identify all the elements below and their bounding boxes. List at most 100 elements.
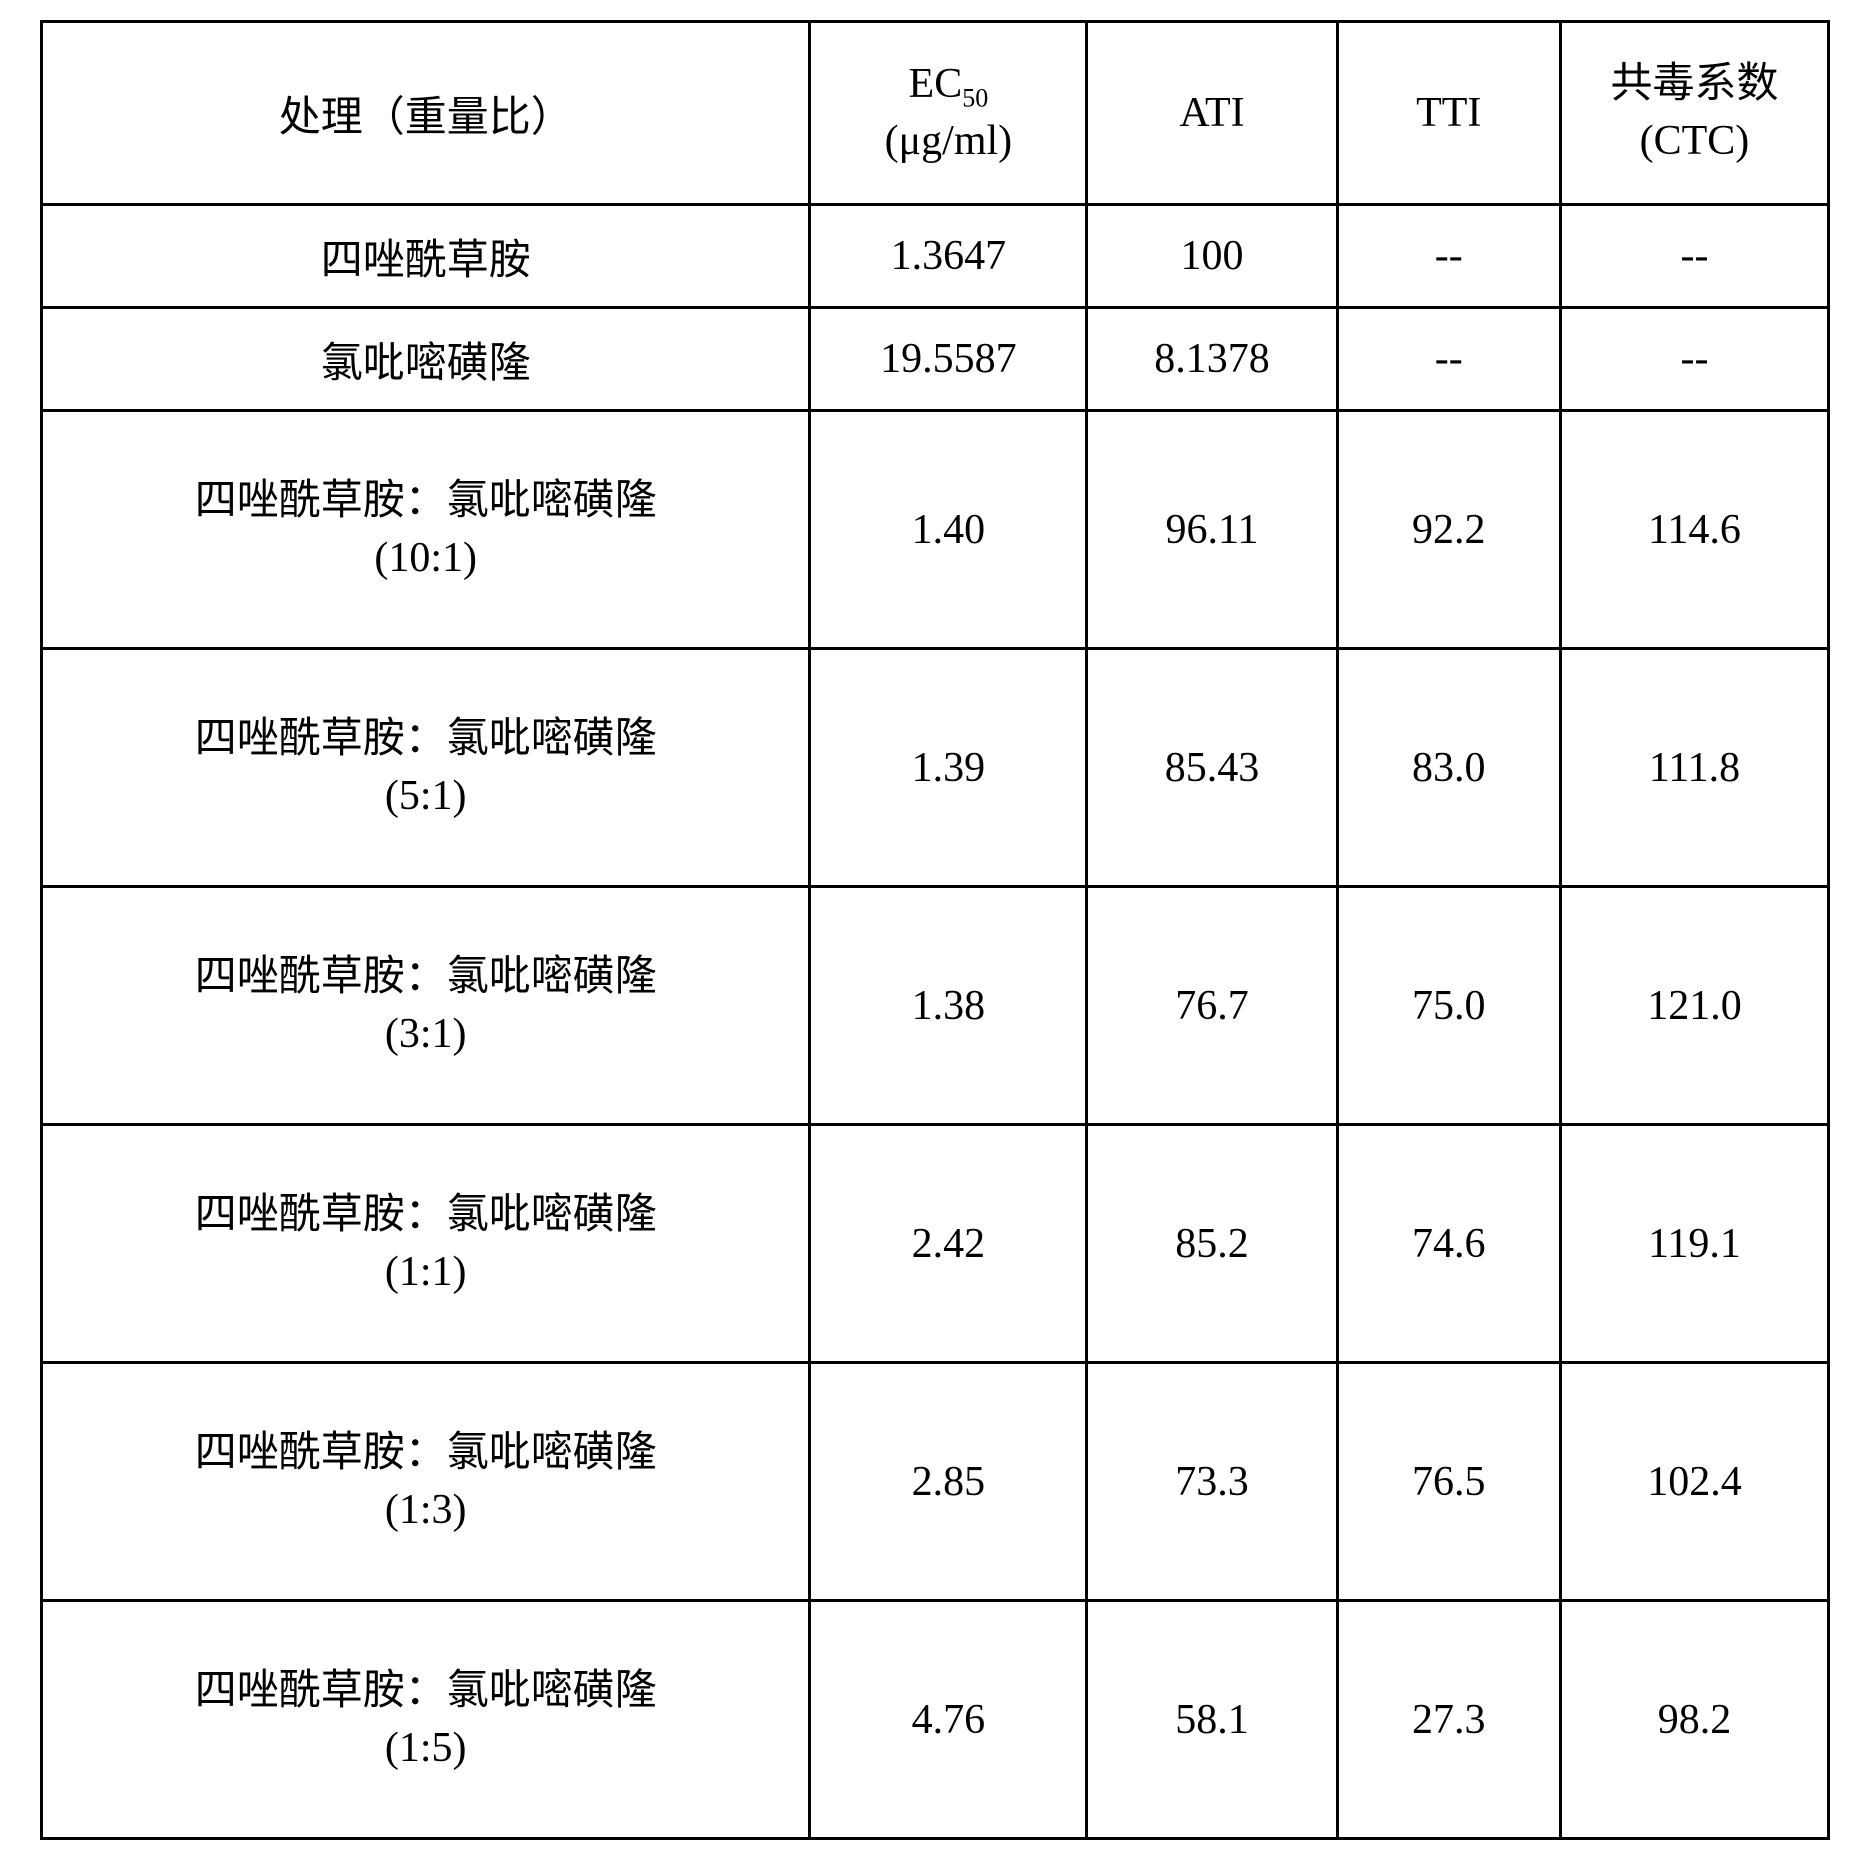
cell-ctc: 121.0 (1560, 887, 1828, 1125)
table-row: 四唑酰草胺 1.3647 100 -- -- (42, 205, 1829, 308)
cell-ctc: 102.4 (1560, 1363, 1828, 1601)
treatment-line1: 四唑酰草胺 (321, 226, 531, 287)
ati-value: 8.1378 (1154, 335, 1270, 383)
header-treatment-label: 处理（重量比） (279, 83, 573, 144)
cell-ec50: 2.42 (810, 1125, 1087, 1363)
ec50-value: 2.42 (912, 1220, 986, 1268)
table-row: 四唑酰草胺：氯吡嘧磺隆(3:1) 1.38 76.7 75.0 121.0 (42, 887, 1829, 1125)
treatment-line1: 四唑酰草胺：氯吡嘧磺隆 (195, 1425, 657, 1482)
ati-value: 100 (1180, 232, 1243, 280)
cell-ctc: -- (1560, 205, 1828, 308)
ec50-value: 1.3647 (891, 232, 1007, 280)
table-row: 四唑酰草胺：氯吡嘧磺隆(10:1) 1.40 96.11 92.2 114.6 (42, 411, 1829, 649)
cell-tti: 75.0 (1337, 887, 1560, 1125)
ec50-value: 1.39 (912, 744, 986, 792)
ec50-value: 19.5587 (880, 335, 1017, 383)
tti-value: -- (1435, 335, 1463, 383)
cell-tti: -- (1337, 308, 1560, 411)
cell-ec50: 4.76 (810, 1601, 1087, 1839)
ctc-value: 111.8 (1649, 744, 1740, 792)
page: 处理（重量比） EC50 (μg/ml) ATI TTI (0, 0, 1870, 1860)
treatment-line2: (1:1) (385, 1244, 467, 1301)
cell-ec50: 1.3647 (810, 205, 1087, 308)
cell-tti: 76.5 (1337, 1363, 1560, 1601)
cell-ati: 85.43 (1087, 649, 1337, 887)
cell-treatment: 四唑酰草胺：氯吡嘧磺隆(5:1) (42, 649, 810, 887)
cell-ati: 76.7 (1087, 887, 1337, 1125)
cell-tti: 83.0 (1337, 649, 1560, 887)
header-ec50-line1: EC50 (909, 56, 989, 113)
ec50-value: 2.85 (912, 1458, 986, 1506)
header-ec50-sub: 50 (962, 84, 988, 113)
cell-ec50: 1.38 (810, 887, 1087, 1125)
table-row: 四唑酰草胺：氯吡嘧磺隆(5:1) 1.39 85.43 83.0 111.8 (42, 649, 1829, 887)
ec50-value: 1.38 (912, 982, 986, 1030)
treatment-line1: 四唑酰草胺：氯吡嘧磺隆 (195, 949, 657, 1006)
cell-treatment: 四唑酰草胺：氯吡嘧磺隆(1:1) (42, 1125, 810, 1363)
table-row: 四唑酰草胺：氯吡嘧磺隆(1:3) 2.85 73.3 76.5 102.4 (42, 1363, 1829, 1601)
header-ec50-line2: (μg/ml) (885, 113, 1013, 170)
treatment-line2: (5:1) (385, 768, 467, 825)
treatment-line1: 四唑酰草胺：氯吡嘧磺隆 (195, 473, 657, 530)
cell-tti: 27.3 (1337, 1601, 1560, 1839)
ati-value: 85.43 (1165, 744, 1260, 792)
cell-treatment: 四唑酰草胺：氯吡嘧磺隆(1:3) (42, 1363, 810, 1601)
data-table: 处理（重量比） EC50 (μg/ml) ATI TTI (40, 20, 1830, 1840)
ec50-value: 4.76 (912, 1696, 986, 1744)
treatment-line2: (10:1) (374, 530, 477, 587)
ati-value: 58.1 (1175, 1696, 1249, 1744)
cell-ec50: 1.40 (810, 411, 1087, 649)
cell-treatment: 四唑酰草胺 (42, 205, 810, 308)
header-ec50-pre: EC (909, 61, 963, 107)
cell-treatment: 四唑酰草胺：氯吡嘧磺隆(10:1) (42, 411, 810, 649)
cell-ec50: 19.5587 (810, 308, 1087, 411)
ec50-value: 1.40 (912, 506, 986, 554)
ctc-value: 102.4 (1647, 1458, 1742, 1506)
cell-treatment: 四唑酰草胺：氯吡嘧磺隆(3:1) (42, 887, 810, 1125)
tti-value: 83.0 (1412, 744, 1486, 792)
header-ctc: 共毒系数 (CTC) (1560, 22, 1828, 205)
treatment-line1: 四唑酰草胺：氯吡嘧磺隆 (195, 711, 657, 768)
table-row: 氯吡嘧磺隆 19.5587 8.1378 -- -- (42, 308, 1829, 411)
table-header: 处理（重量比） EC50 (μg/ml) ATI TTI (42, 22, 1829, 205)
ctc-value: -- (1680, 232, 1708, 280)
ati-value: 73.3 (1175, 1458, 1249, 1506)
cell-tti: 74.6 (1337, 1125, 1560, 1363)
ctc-value: -- (1680, 335, 1708, 383)
tti-value: 92.2 (1412, 506, 1486, 554)
header-ctc-line2: (CTC) (1640, 113, 1750, 170)
ati-value: 85.2 (1175, 1220, 1249, 1268)
ati-value: 96.11 (1166, 506, 1259, 554)
ctc-value: 114.6 (1648, 506, 1741, 554)
treatment-line1: 氯吡嘧磺隆 (321, 329, 531, 390)
cell-ctc: 98.2 (1560, 1601, 1828, 1839)
tti-value: 74.6 (1412, 1220, 1486, 1268)
tti-value: 27.3 (1412, 1696, 1486, 1744)
cell-ati: 100 (1087, 205, 1337, 308)
tti-value: -- (1435, 232, 1463, 280)
header-ati: ATI (1087, 22, 1337, 205)
cell-ati: 85.2 (1087, 1125, 1337, 1363)
cell-ctc: 119.1 (1560, 1125, 1828, 1363)
treatment-line2: (1:5) (385, 1720, 467, 1777)
treatment-line2: (1:3) (385, 1482, 467, 1539)
cell-tti: -- (1337, 205, 1560, 308)
table-body: 四唑酰草胺 1.3647 100 -- -- 氯吡嘧磺隆 19.5587 8.1378 -- --… (42, 205, 1829, 1839)
treatment-line1: 四唑酰草胺：氯吡嘧磺隆 (195, 1663, 657, 1720)
ati-value: 76.7 (1175, 982, 1249, 1030)
table-row: 四唑酰草胺：氯吡嘧磺隆(1:5) 4.76 58.1 27.3 98.2 (42, 1601, 1829, 1839)
header-tti-label: TTI (1416, 89, 1481, 137)
treatment-line2: (3:1) (385, 1006, 467, 1063)
cell-ati: 73.3 (1087, 1363, 1337, 1601)
treatment-line1: 四唑酰草胺：氯吡嘧磺隆 (195, 1187, 657, 1244)
cell-ctc: 111.8 (1560, 649, 1828, 887)
tti-value: 75.0 (1412, 982, 1486, 1030)
cell-ati: 96.11 (1087, 411, 1337, 649)
cell-tti: 92.2 (1337, 411, 1560, 649)
header-ati-label: ATI (1179, 89, 1244, 137)
header-ctc-line1: 共毒系数 (1610, 56, 1778, 113)
header-tti: TTI (1337, 22, 1560, 205)
cell-ati: 58.1 (1087, 1601, 1337, 1839)
cell-ec50: 2.85 (810, 1363, 1087, 1601)
ctc-value: 121.0 (1647, 982, 1742, 1030)
